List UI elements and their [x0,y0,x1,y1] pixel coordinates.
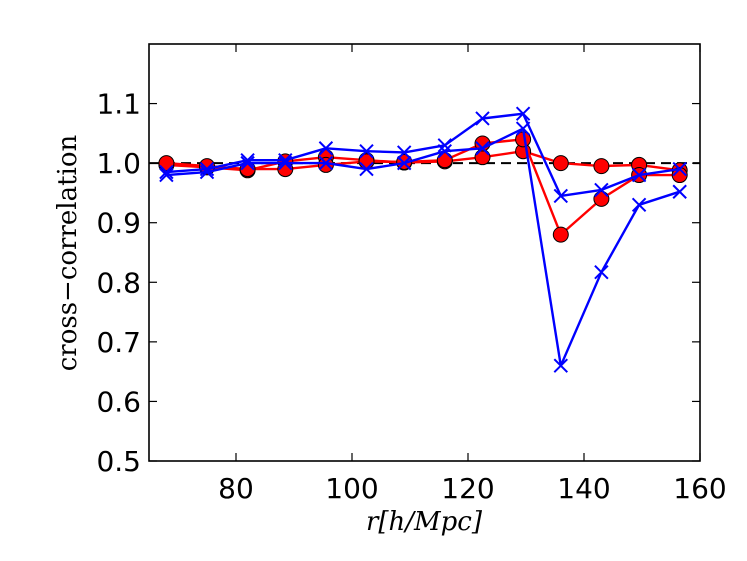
x-tick-label: 120 [441,472,494,505]
data-point [396,155,412,171]
data-point [277,161,294,178]
y-tick-label: 0.8 [96,266,141,299]
y-tick-label: 0.5 [96,445,141,478]
data-point [594,182,609,198]
data-point [593,158,610,175]
data-point [278,152,293,168]
data-point [240,155,255,171]
data-point [318,155,334,171]
data-point [672,184,687,199]
y-tick-label: 0.6 [96,385,141,418]
data-point [515,106,531,121]
plot-frame [148,43,701,462]
data-point [475,111,490,126]
data-point [552,155,569,172]
data-point [199,164,215,180]
tick-layer: 80 100 120 140 160 0.5 0.6 0.7 0.8 0.9 1.0 1.1 [96,44,727,505]
data-point [593,190,610,207]
data-point [437,138,453,153]
y-tick-label: 1.0 [96,147,141,180]
x-tick-label: 140 [557,472,610,505]
y-tick-label: 0.7 [96,326,141,359]
data-point [631,197,647,213]
data-point [515,121,531,136]
data-point [158,155,175,172]
x-axis-label: r[h/Mpc] [366,507,483,537]
data-point [436,152,453,169]
series-line [166,112,680,198]
data-point [396,145,412,160]
data-point [671,167,688,184]
data-point [318,141,334,156]
data-point [475,141,490,156]
x-tick-label: 100 [325,472,378,505]
series-layer [158,106,688,373]
series-blue-1 [159,106,687,204]
plot-background [149,44,700,461]
data-point [553,188,569,204]
data-point [474,149,491,166]
data-point [631,167,647,183]
y-axis-label: cross−correlation [53,134,83,371]
data-point [159,164,174,180]
data-point [553,358,569,373]
y-tick-label: 1.1 [96,88,141,121]
data-point [278,155,293,171]
x-tick-label: 160 [673,472,726,505]
series-blue-2 [159,121,687,373]
data-point [437,144,453,159]
series-line [166,127,681,367]
data-point [159,167,174,183]
data-point [359,161,374,177]
data-point [359,144,374,159]
data-point [672,161,687,177]
x-tick-label: 80 [218,472,254,505]
data-point [239,161,256,178]
data-point [594,264,609,280]
y-tick-label: 0.9 [96,207,141,240]
data-point [552,226,569,243]
